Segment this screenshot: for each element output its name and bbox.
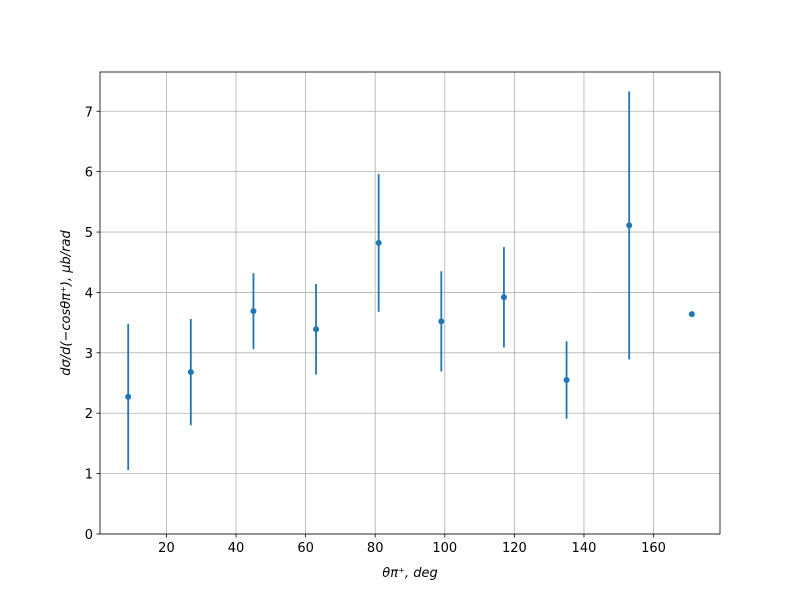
data-point [187, 369, 194, 376]
x-tick-label: 40 [228, 541, 245, 556]
x-tick-label: 140 [572, 541, 597, 556]
data-point [688, 311, 695, 318]
y-tick-label: 0 [85, 528, 93, 543]
data-point [626, 222, 633, 229]
data-point [438, 318, 445, 325]
y-tick-label: 6 [85, 166, 93, 181]
y-tick-label: 4 [85, 286, 93, 301]
y-axis-label: dσ/d(−cosθπ⁺), μb/rad [59, 230, 74, 376]
x-tick-label: 80 [367, 541, 384, 556]
data-point [125, 393, 132, 400]
data-point [250, 308, 257, 315]
data-point [313, 326, 320, 333]
x-axis-label: θπ⁺, deg [382, 566, 437, 581]
x-tick-label: 120 [502, 541, 527, 556]
x-tick-label: 20 [158, 541, 175, 556]
x-tick-label: 100 [432, 541, 457, 556]
y-tick-label: 7 [85, 105, 93, 120]
x-tick-label: 60 [297, 541, 314, 556]
plot-frame [99, 71, 721, 535]
data-point [375, 239, 382, 246]
data-point [500, 294, 507, 301]
y-tick-label: 2 [85, 407, 93, 422]
x-tick-label: 160 [641, 541, 666, 556]
y-tick-label: 1 [85, 468, 93, 483]
data-point [563, 377, 570, 383]
y-tick-label: 3 [85, 347, 93, 362]
y-tick-label: 5 [85, 226, 93, 241]
